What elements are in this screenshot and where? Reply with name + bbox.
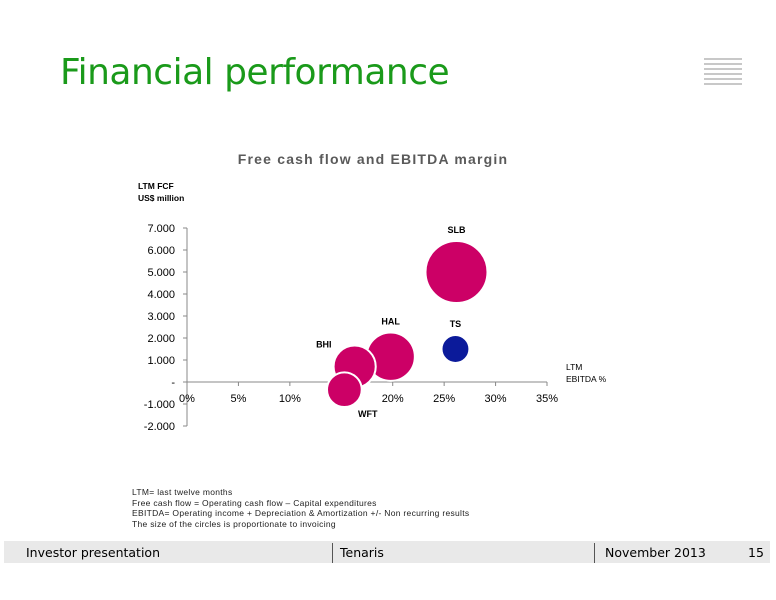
y-tick-label: 2.000 bbox=[147, 333, 175, 345]
footer-divider bbox=[332, 543, 333, 563]
y-tick-label: 6.000 bbox=[147, 245, 175, 257]
footer-date: November 2013 bbox=[605, 545, 706, 560]
footer-page-number: 15 bbox=[748, 545, 764, 560]
y-tick-label: 7.000 bbox=[147, 223, 175, 235]
x-axis-label-line1: LTM bbox=[566, 362, 582, 372]
data-label-bhi: BHI bbox=[316, 340, 332, 350]
y-tick-label: 3.000 bbox=[147, 311, 175, 323]
footnote-line: The size of the circles is proportionate… bbox=[132, 518, 336, 529]
x-axis-label-line2: EBITDA % bbox=[566, 374, 607, 384]
x-tick-label: 35% bbox=[536, 393, 558, 405]
y-tick-label: 5.000 bbox=[147, 267, 175, 279]
y-tick-label: 1.000 bbox=[147, 355, 175, 367]
x-tick-label: 0% bbox=[179, 393, 195, 405]
x-tick-label: 25% bbox=[433, 393, 455, 405]
footnote-line: EBITDA= Operating income + Depreciation … bbox=[132, 508, 470, 519]
footnote-line: LTM= last twelve months bbox=[132, 487, 233, 497]
x-tick-label: 10% bbox=[279, 393, 301, 405]
footnote-line: Free cash flow = Operating cash flow – C… bbox=[132, 497, 377, 508]
data-label-hal: HAL bbox=[381, 317, 400, 327]
y-axis-label-line1: LTM FCF bbox=[138, 181, 174, 191]
y-tick-label: - bbox=[171, 377, 175, 389]
footer-company: Tenaris bbox=[340, 545, 384, 560]
y-tick-label: 4.000 bbox=[147, 289, 175, 301]
footer-bar: Investor presentation Tenaris November 2… bbox=[4, 541, 770, 563]
bubble-ts bbox=[440, 334, 471, 364]
bubble-slb bbox=[424, 240, 489, 304]
y-axis-label-line2: US$ million bbox=[138, 193, 184, 203]
y-tick-label: -1.000 bbox=[144, 399, 175, 411]
chart-title: Free cash flow and EBITDA margin bbox=[238, 151, 508, 167]
data-label-slb: SLB bbox=[447, 225, 466, 235]
footer-presentation-name: Investor presentation bbox=[26, 545, 160, 560]
footer-divider bbox=[594, 543, 595, 563]
footnotes: LTM= last twelve months Free cash flow =… bbox=[132, 487, 469, 529]
x-tick-label: 20% bbox=[382, 393, 404, 405]
x-tick-label: 5% bbox=[230, 393, 246, 405]
data-label-wft: WFT bbox=[358, 409, 378, 419]
logo-lines-icon bbox=[704, 58, 742, 90]
y-tick-label: -2.000 bbox=[144, 421, 175, 433]
page-title: Financial performance bbox=[60, 52, 450, 93]
bubble-chart: Free cash flow and EBITDA margin LTM FCF… bbox=[138, 151, 607, 433]
x-tick-label: 30% bbox=[485, 393, 507, 405]
data-label-ts: TS bbox=[450, 319, 462, 329]
bubble-wft bbox=[326, 371, 363, 409]
